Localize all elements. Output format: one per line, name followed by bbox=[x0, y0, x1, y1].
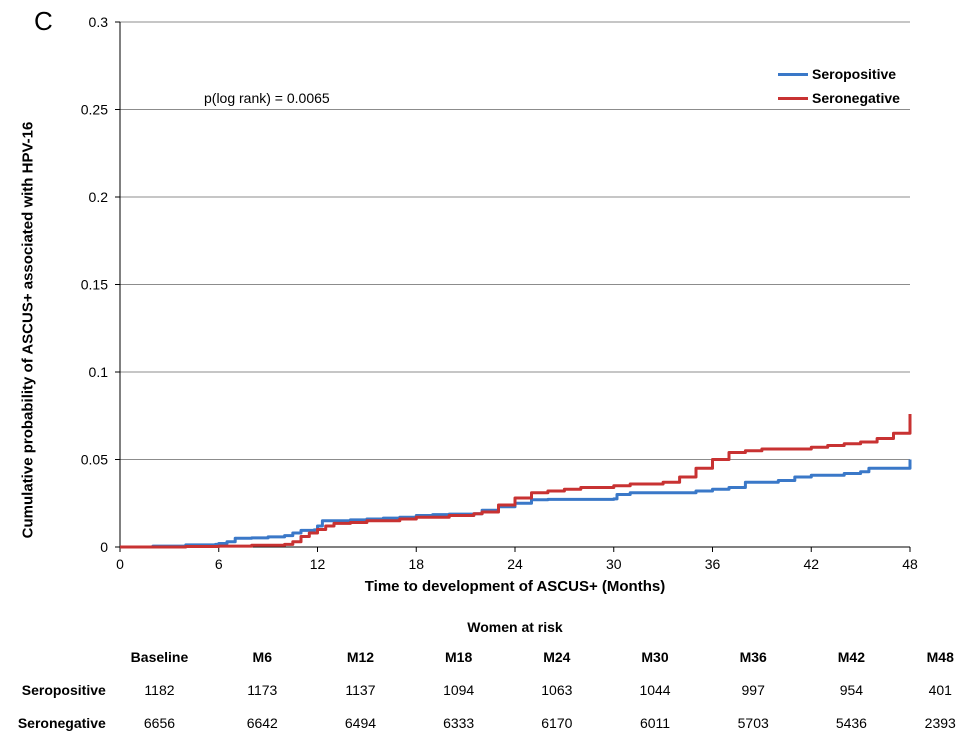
risk-cell: 401 bbox=[928, 681, 952, 698]
y-tick-label: 0 bbox=[100, 539, 108, 555]
risk-header-cell: M36 bbox=[739, 648, 767, 665]
x-tick-label: 18 bbox=[408, 556, 424, 572]
risk-cell: 2393 bbox=[924, 714, 956, 731]
risk-row-seropositive: Seropositive 1182 1173 1137 1094 1063 10… bbox=[0, 673, 980, 706]
legend-swatch-seropositive bbox=[778, 72, 808, 76]
x-tick-label: 0 bbox=[116, 556, 124, 572]
y-tick-label: 0.1 bbox=[89, 364, 109, 380]
risk-cell: 1182 bbox=[144, 681, 175, 698]
series-layer bbox=[120, 414, 912, 549]
risk-cell: 1137 bbox=[345, 681, 376, 698]
risk-table-title: Women at risk bbox=[467, 619, 563, 635]
risk-cell: 997 bbox=[741, 681, 765, 698]
series-line-seronegative bbox=[120, 414, 912, 549]
risk-header-cell: M48 bbox=[926, 648, 954, 665]
y-tick-label: 0.15 bbox=[81, 277, 108, 293]
y-tick-label: 0.2 bbox=[89, 189, 109, 205]
panel-label: C bbox=[34, 6, 53, 36]
risk-header-cell: M12 bbox=[346, 648, 375, 665]
risk-cell: 6494 bbox=[344, 714, 377, 731]
y-axis-label: Cumulative probability of ASCUS+ associa… bbox=[19, 121, 37, 539]
risk-row-label: Seropositive bbox=[21, 681, 106, 698]
legend: Seropositive Seronegative bbox=[778, 62, 900, 110]
legend-label-seronegative: Seronegative bbox=[812, 90, 900, 106]
y-tick-label: 0.25 bbox=[81, 102, 108, 118]
risk-cell: 1173 bbox=[247, 681, 278, 698]
risk-row-label: Seronegative bbox=[17, 714, 106, 731]
risk-cell: 6170 bbox=[541, 714, 573, 731]
risk-cell: 1063 bbox=[541, 681, 573, 698]
risk-header-cell: M42 bbox=[837, 648, 865, 665]
risk-header-cell: M18 bbox=[445, 648, 473, 665]
legend-item-seropositive: Seropositive bbox=[778, 62, 900, 86]
risk-cell: 954 bbox=[839, 681, 864, 698]
risk-cell: 6333 bbox=[443, 714, 475, 731]
legend-label-seropositive: Seropositive bbox=[812, 66, 897, 82]
risk-cell: 6656 bbox=[143, 714, 176, 731]
x-axis-label: Time to development of ASCUS+ (Months) bbox=[364, 578, 666, 595]
tick-labels: 0 0.05 0.1 0.15 0.2 0.25 0.3 0 6 12 18 24 30 36 42 48 bbox=[81, 14, 918, 572]
risk-header-cell: M6 bbox=[252, 648, 272, 665]
risk-cell: 6642 bbox=[246, 714, 278, 731]
risk-cell: 6011 bbox=[639, 714, 671, 731]
x-tick-label: 48 bbox=[902, 556, 918, 572]
risk-table-header: Baseline M6 M12 M18 M24 M30 M36 M42 M48 bbox=[0, 640, 980, 673]
risk-header-cell: M30 bbox=[641, 648, 669, 665]
risk-cell: 1094 bbox=[443, 681, 475, 698]
risk-row-seronegative: Seronegative 6656 6642 6494 6333 6170 60… bbox=[0, 706, 980, 739]
risk-cell: 5703 bbox=[737, 714, 769, 731]
p-value-annotation: p(log rank) = 0.0065 bbox=[204, 90, 330, 106]
risk-header-cell: M24 bbox=[543, 648, 571, 665]
y-tick-label: 0.3 bbox=[89, 14, 109, 30]
risk-header-blank bbox=[0, 640, 106, 673]
x-tick-label: 36 bbox=[705, 556, 721, 572]
risk-table: Baseline M6 M12 M18 M24 M30 M36 M42 M48 … bbox=[0, 640, 980, 739]
legend-swatch-seronegative bbox=[778, 96, 808, 100]
risk-cell: 5436 bbox=[835, 714, 867, 731]
x-tick-label: 6 bbox=[215, 556, 223, 572]
x-tick-label: 30 bbox=[606, 556, 622, 572]
legend-item-seronegative: Seronegative bbox=[778, 86, 900, 110]
x-tick-label: 42 bbox=[803, 556, 819, 572]
grid-layer bbox=[120, 21, 910, 460]
risk-cell: 1044 bbox=[639, 681, 671, 698]
x-tick-label: 24 bbox=[507, 556, 523, 572]
km-chart: 0 0.05 0.1 0.15 0.2 0.25 0.3 0 6 12 18 24 30 36 42 48 bbox=[81, 14, 918, 572]
risk-header-cell: Baseline bbox=[130, 648, 189, 665]
y-tick-label: 0.05 bbox=[81, 452, 108, 468]
x-tick-label: 12 bbox=[310, 556, 326, 572]
